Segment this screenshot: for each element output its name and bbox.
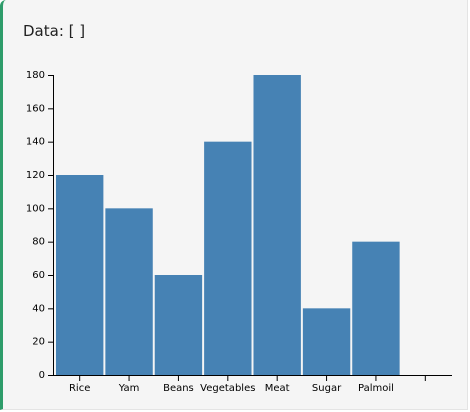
bar: [55, 175, 104, 375]
x-tick-label: Beans: [163, 383, 194, 394]
title: Data: [ ]: [23, 22, 86, 40]
y-tick-label: 100: [26, 203, 45, 214]
x-tick-label: Palmoil: [358, 383, 394, 394]
y-tick-label: 60: [32, 270, 45, 281]
bar: [253, 75, 301, 375]
x-tick-label: Vegetables: [200, 383, 255, 394]
bar: [302, 308, 351, 375]
x-tick-label: Rice: [69, 383, 90, 394]
y-tick-label: 40: [32, 303, 45, 314]
x-tick-label: Sugar: [312, 383, 342, 394]
x-tick-label: Yam: [118, 383, 140, 394]
y-tick-label: 160: [26, 103, 45, 114]
y-tick-label: 0: [39, 370, 45, 381]
x-tick-label: Meat: [265, 383, 290, 394]
y-tick-label: 20: [32, 337, 45, 348]
bar: [154, 275, 203, 375]
bar: [204, 141, 252, 375]
y-tick-label: 180: [26, 70, 45, 81]
y-tick-label: 120: [26, 170, 45, 181]
y-tick-label: 140: [26, 137, 45, 148]
bar: [105, 208, 153, 375]
bar: [352, 241, 400, 375]
y-tick-label: 80: [32, 237, 45, 248]
